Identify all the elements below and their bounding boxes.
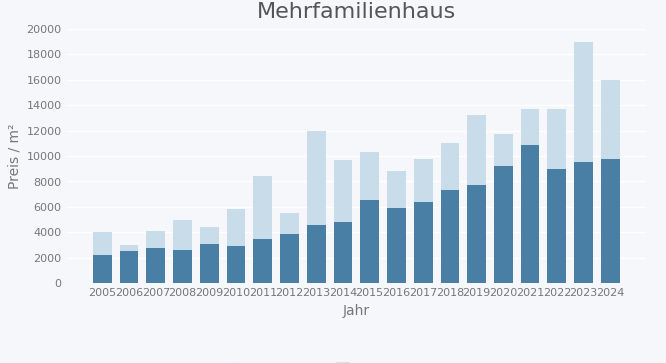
Title: Mehrfamilienhaus: Mehrfamilienhaus bbox=[256, 2, 456, 22]
Bar bbox=[173, 220, 192, 283]
Bar bbox=[601, 159, 619, 283]
Bar bbox=[574, 42, 593, 283]
Bar bbox=[120, 251, 139, 283]
Bar bbox=[414, 202, 432, 283]
Bar bbox=[120, 245, 139, 283]
Bar bbox=[547, 169, 566, 283]
Bar bbox=[280, 213, 299, 283]
Bar bbox=[147, 231, 165, 283]
Bar bbox=[360, 200, 379, 283]
Bar bbox=[307, 225, 326, 283]
Bar bbox=[226, 246, 245, 283]
Bar bbox=[253, 176, 272, 283]
Bar bbox=[200, 227, 218, 283]
Bar bbox=[280, 234, 299, 283]
Bar bbox=[414, 159, 432, 283]
Bar bbox=[547, 109, 566, 283]
Bar bbox=[468, 115, 486, 283]
Bar bbox=[307, 131, 326, 283]
Bar bbox=[173, 250, 192, 283]
Bar bbox=[521, 109, 539, 283]
Bar bbox=[360, 152, 379, 283]
Bar bbox=[226, 209, 245, 283]
Bar bbox=[334, 160, 352, 283]
Bar bbox=[601, 80, 619, 283]
Bar bbox=[468, 185, 486, 283]
Bar bbox=[387, 171, 406, 283]
Bar bbox=[494, 166, 513, 283]
Bar bbox=[253, 239, 272, 283]
Bar bbox=[440, 143, 460, 283]
Bar bbox=[440, 190, 460, 283]
Bar bbox=[574, 162, 593, 283]
Bar bbox=[494, 134, 513, 283]
Bar bbox=[200, 244, 218, 283]
Bar bbox=[147, 248, 165, 283]
Y-axis label: Preis / m²: Preis / m² bbox=[7, 123, 21, 189]
Bar bbox=[334, 221, 352, 283]
X-axis label: Jahr: Jahr bbox=[343, 303, 370, 318]
Bar bbox=[521, 144, 539, 283]
Bar bbox=[93, 255, 112, 283]
Bar bbox=[387, 208, 406, 283]
Bar bbox=[93, 232, 112, 283]
Legend: höchster Preis, durchschnittlicher Preis: höchster Preis, durchschnittlicher Preis bbox=[224, 360, 488, 363]
